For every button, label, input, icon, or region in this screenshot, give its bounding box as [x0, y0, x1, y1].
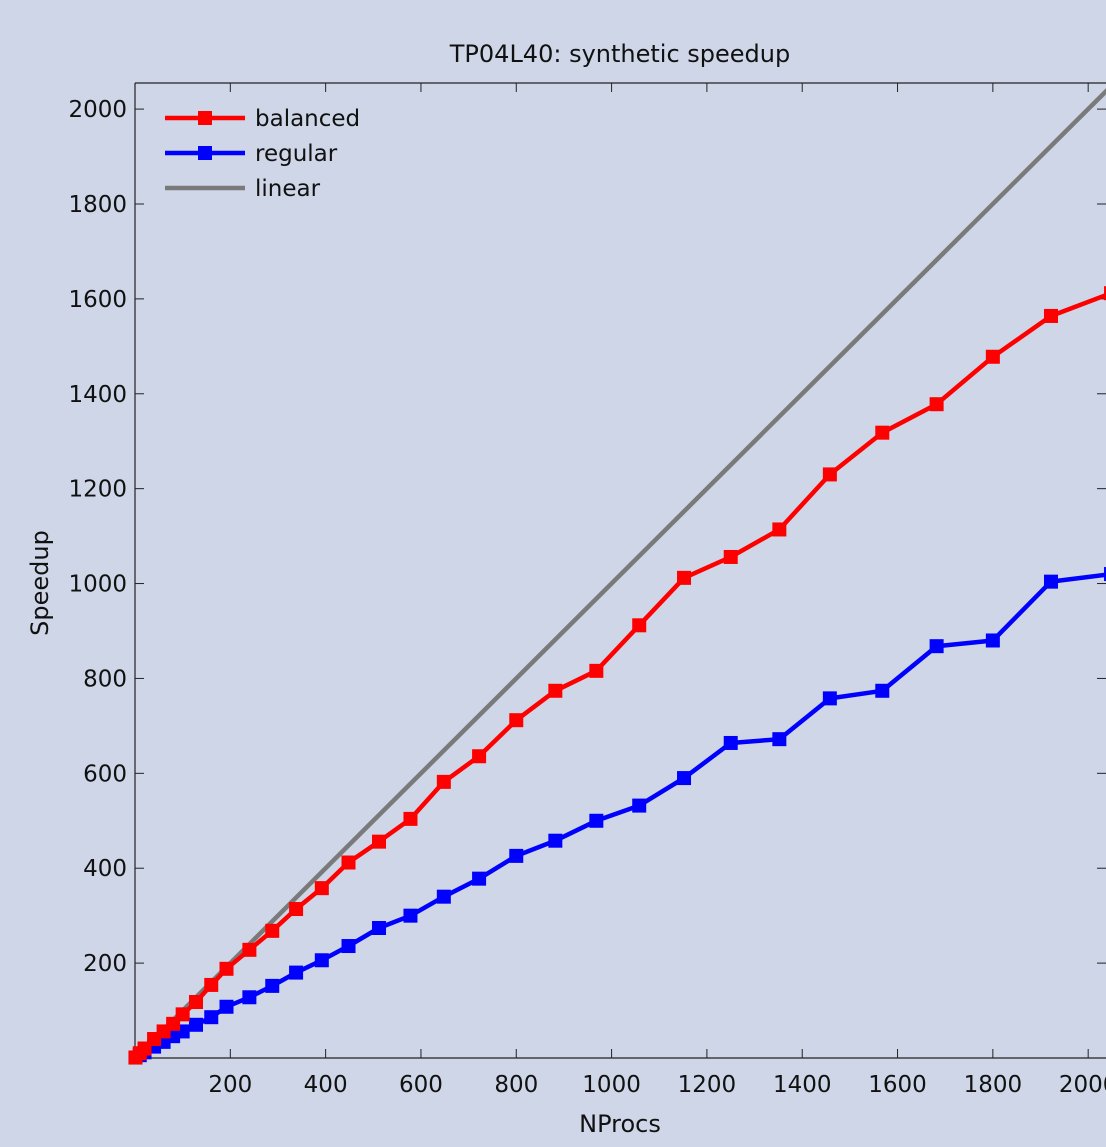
y-tick-label: 400: [83, 856, 127, 882]
data-point-balanced: [289, 902, 303, 916]
x-tick-label: 1000: [582, 1072, 641, 1098]
series-line-linear: [136, 86, 1106, 1057]
data-point-balanced: [1044, 309, 1058, 323]
x-tick-label: 1400: [773, 1072, 832, 1098]
y-tick-label: 200: [83, 951, 127, 977]
data-point-regular: [372, 921, 386, 935]
legend-label-balanced: balanced: [255, 106, 360, 132]
data-point-balanced: [315, 881, 329, 895]
data-point-balanced: [342, 856, 356, 870]
data-point-balanced: [176, 1007, 190, 1021]
legend: balanced regular linear: [165, 106, 360, 202]
x-tick-label: 2000: [1059, 1072, 1106, 1098]
data-point-balanced: [724, 550, 738, 564]
x-tick-label: 400: [304, 1072, 348, 1098]
series-line-balanced: [136, 293, 1106, 1057]
data-point-regular: [265, 979, 279, 993]
data-point-balanced: [930, 397, 944, 411]
data-point-balanced: [772, 522, 786, 536]
legend-label-regular: regular: [255, 141, 338, 167]
data-point-regular: [204, 1010, 218, 1024]
data-point-regular: [1044, 575, 1058, 589]
data-point-regular: [403, 909, 417, 923]
legend-marker-regular: [198, 146, 212, 160]
y-tick-label: 800: [83, 666, 127, 692]
data-point-balanced: [677, 571, 691, 585]
data-point-regular: [289, 966, 303, 980]
x-tick-label: 200: [208, 1072, 252, 1098]
data-point-balanced: [403, 812, 417, 826]
y-tick-label: 1400: [68, 382, 127, 408]
x-tick-label: 600: [399, 1072, 443, 1098]
x-tick-label: 1800: [964, 1072, 1023, 1098]
data-point-balanced: [509, 713, 523, 727]
data-point-regular: [986, 633, 1000, 647]
data-point-balanced: [437, 775, 451, 789]
y-tick-label: 1000: [68, 572, 127, 598]
data-point-balanced: [823, 467, 837, 481]
data-point-regular: [342, 939, 356, 953]
data-point-regular: [930, 639, 944, 653]
data-point-regular: [677, 771, 691, 785]
legend-marker-balanced: [198, 111, 212, 125]
data-point-regular: [548, 834, 562, 848]
series-group: [128, 86, 1106, 1064]
y-tick-label: 1600: [68, 287, 127, 313]
data-point-balanced: [220, 962, 234, 976]
data-point-regular: [220, 1000, 234, 1014]
data-point-balanced: [986, 350, 1000, 364]
data-point-balanced: [632, 618, 646, 632]
data-point-balanced: [189, 995, 203, 1009]
data-point-regular: [472, 872, 486, 886]
data-point-regular: [437, 890, 451, 904]
data-point-balanced: [875, 426, 889, 440]
y-tick-label: 2000: [68, 97, 127, 123]
data-point-regular: [632, 799, 646, 813]
data-point-regular: [242, 990, 256, 1004]
y-tick-label: 600: [83, 761, 127, 787]
x-axis-label: NProcs: [579, 1110, 661, 1138]
data-point-balanced: [242, 943, 256, 957]
x-tick-label: 1200: [678, 1072, 737, 1098]
data-point-regular: [589, 814, 603, 828]
data-point-balanced: [472, 749, 486, 763]
data-point-regular: [315, 953, 329, 967]
data-point-regular: [724, 736, 738, 750]
x-tick-label: 1600: [868, 1072, 927, 1098]
chart-title: TP04L40: synthetic speedup: [449, 40, 790, 68]
y-axis-label: Speedup: [26, 530, 54, 636]
data-point-balanced: [372, 835, 386, 849]
data-point-balanced: [548, 684, 562, 698]
y-tick-label: 1200: [68, 477, 127, 503]
data-point-regular: [875, 684, 889, 698]
data-point-balanced: [265, 924, 279, 938]
y-tick-label: 1800: [68, 192, 127, 218]
x-tick-label: 800: [494, 1072, 538, 1098]
data-point-regular: [189, 1018, 203, 1032]
data-point-balanced: [589, 664, 603, 678]
data-point-regular: [509, 849, 523, 863]
data-point-regular: [823, 691, 837, 705]
plot-area: 200 400 600 800 1000 1200 1400 1600 1800 2000 200 4…: [68, 83, 1106, 1098]
legend-label-linear: linear: [255, 176, 321, 202]
data-point-balanced: [204, 978, 218, 992]
data-point-regular: [772, 732, 786, 746]
